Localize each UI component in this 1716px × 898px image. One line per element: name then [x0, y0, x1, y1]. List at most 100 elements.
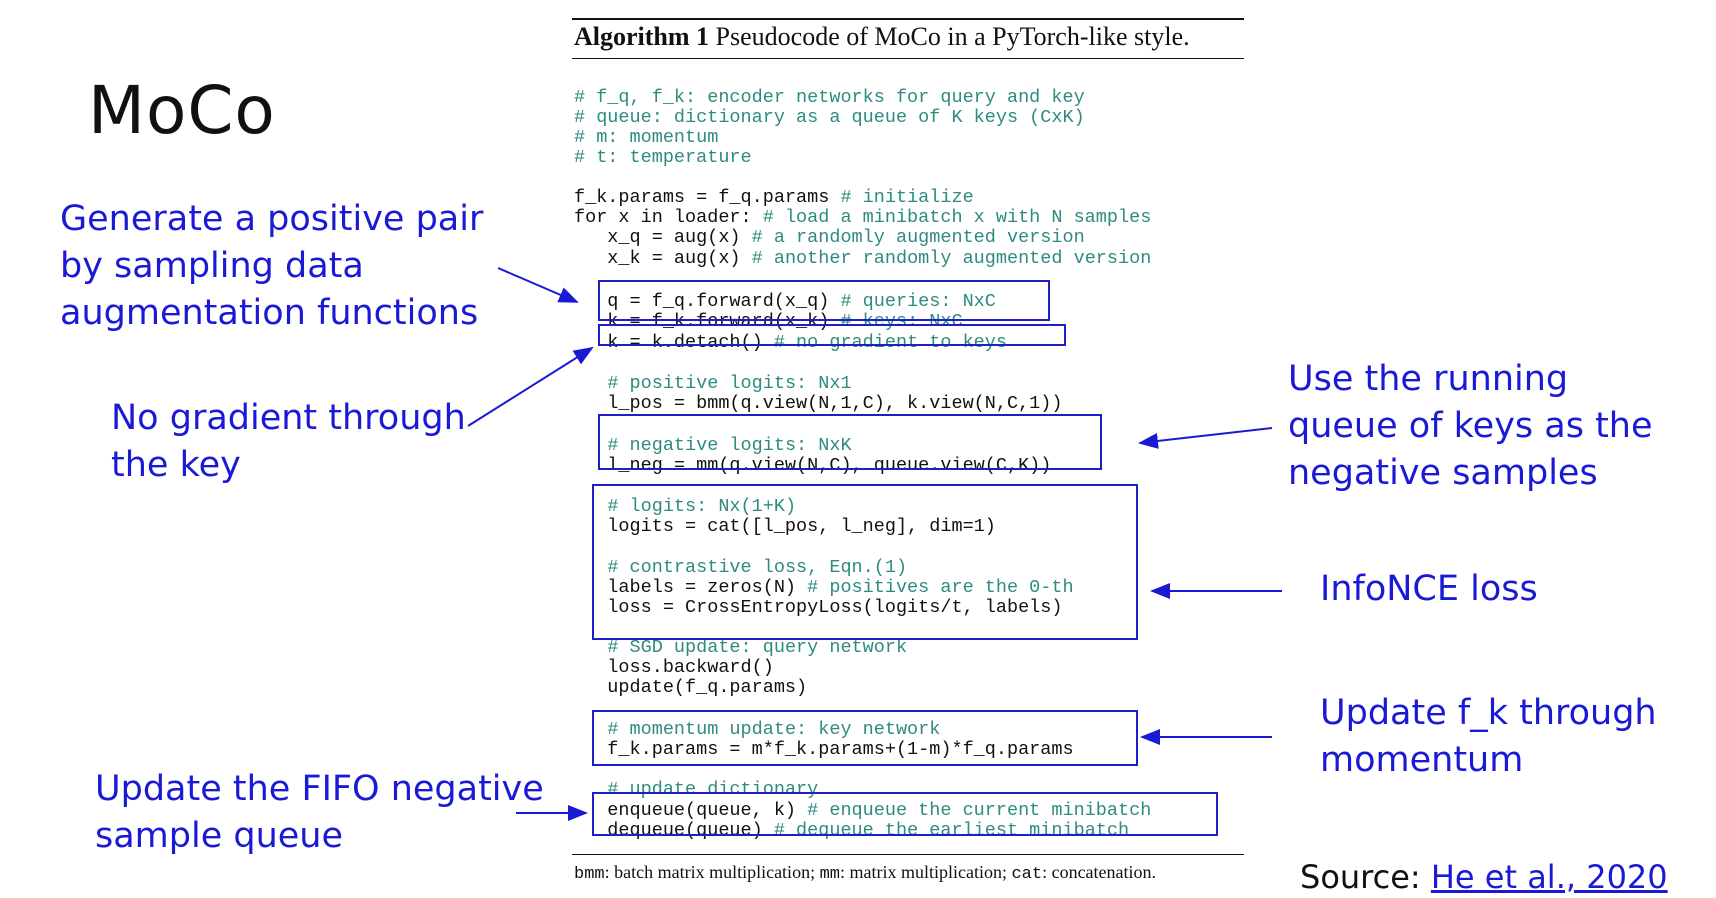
source-label: Source:	[1300, 858, 1431, 896]
footnote-bmm: bmm	[574, 865, 605, 884]
code-line: # contrastive loss, Eqn.(1)	[574, 558, 907, 578]
code-comment: # initialize	[840, 187, 974, 208]
code-line: logits = cat([l_pos, l_neg], dim=1)	[574, 517, 996, 537]
source-citation: Source: He et al., 2020	[1300, 858, 1668, 896]
code-line: # m: momentum	[574, 128, 718, 148]
code-text: for x in loader:	[574, 207, 763, 228]
header-rule	[572, 58, 1244, 59]
code-comment: # positive logits: Nx1	[607, 373, 852, 394]
annotation-fifo-queue: Update the FIFO negative sample queue	[95, 766, 544, 860]
code-line: # update dictionary	[574, 780, 818, 800]
code-comment: # positives are the 0-th	[807, 577, 1074, 598]
code-line: # logits: Nx(1+K)	[574, 497, 796, 517]
highlight-box-encoders	[598, 280, 1050, 321]
code-comment: # contrastive loss, Eqn.(1)	[607, 557, 908, 578]
annotation-momentum-update: Update f_k through momentum	[1320, 690, 1657, 784]
annotation-line: augmentation functions	[60, 293, 479, 333]
code-line: k = f_k.forward(x_k) # keys: NxC	[574, 311, 963, 332]
code-comment: # a randomly augmented version	[751, 227, 1085, 248]
annotation-line: Update the FIFO negative	[95, 769, 544, 809]
footnote-mm: mm	[819, 865, 840, 884]
code-line: # positive logits: Nx1	[574, 373, 852, 394]
code-line: # negative logits: NxK	[574, 436, 851, 456]
code-text: loss.backward()	[574, 657, 774, 678]
code-text: x_k = aug(x)	[574, 248, 752, 269]
code-text: logits = cat([l_pos, l_neg], dim=1)	[574, 516, 996, 537]
annotation-line: sample queue	[95, 816, 344, 856]
footnote-mm-desc: : matrix multiplication;	[839, 862, 1012, 882]
code-comment: # m: momentum	[574, 127, 719, 148]
code-line: update(f_q.params)	[574, 678, 807, 698]
arrow-positive-pair	[497, 267, 579, 303]
code-line: # momentum update: key network	[574, 720, 940, 740]
code-line: enqueue(queue, k) # enqueue the current …	[574, 801, 1151, 821]
code-line: f_k.params = f_q.params # initialize	[574, 188, 974, 208]
annotation-line: queue of keys as the	[1288, 406, 1653, 446]
code-line: k = k.detach() # no gradient to keys	[574, 333, 1007, 353]
top-rule	[572, 18, 1244, 20]
code-comment: # no gradient to keys	[773, 332, 1007, 353]
code-comment: # keys: NxC	[840, 311, 963, 332]
code-line: # t: temperature	[574, 148, 752, 168]
code-comment: # f_q, f_k: encoder networks for query a…	[574, 87, 1085, 108]
code-text: k = f_k.forward(x_k)	[574, 311, 841, 332]
code-comment: # logits: Nx(1+K)	[607, 496, 797, 517]
code-line: l_pos = bmm(q.view(N,1,C), k.view(N,C,1)…	[574, 394, 1062, 414]
code-comment: # queries: NxC	[840, 291, 996, 312]
footnote-cat-desc: : concatenation.	[1042, 862, 1157, 882]
code-text: l_neg = mm(q.view(N,C), queue.view(C,K))	[574, 455, 1052, 476]
footnote-bmm-desc: : batch matrix multiplication;	[604, 862, 820, 882]
code-text: l_pos = bmm(q.view(N,1,C), k.view(N,C,1)…	[574, 393, 1063, 414]
annotation-line: No gradient through	[111, 398, 466, 438]
annotation-line: Generate a positive pair	[60, 199, 484, 239]
code-line: x_q = aug(x) # a randomly augmented vers…	[574, 227, 1085, 248]
slide-title: MoCo	[88, 72, 276, 149]
code-line: # queue: dictionary as a queue of K keys…	[574, 108, 1085, 128]
annotation-line: Update f_k through	[1320, 693, 1657, 733]
algorithm-caption: Pseudocode of MoCo in a PyTorch-like sty…	[715, 22, 1190, 51]
algorithm-header: Algorithm 1 Pseudocode of MoCo in a PyTo…	[574, 22, 1190, 52]
highlight-box-momentum	[592, 710, 1138, 766]
code-line: f_k.params = m*f_k.params+(1-m)*f_q.para…	[574, 739, 1074, 760]
code-line: x_k = aug(x) # another randomly augmente…	[574, 249, 1151, 269]
code-text: f_k.params = m*f_k.params+(1-m)*f_q.para…	[574, 739, 1074, 760]
annotation-line: negative samples	[1288, 453, 1598, 493]
code-comment: # update dictionary	[607, 779, 819, 800]
code-comment: # load a minibatch x with N samples	[762, 207, 1152, 228]
algorithm-footnote: bmm: batch matrix multiplication; mm: ma…	[574, 862, 1156, 884]
code-line: for x in loader: # load a minibatch x wi…	[574, 208, 1151, 228]
arrow-no-gradient	[467, 346, 594, 427]
annotation-line: Use the running	[1288, 359, 1569, 399]
code-line: loss = CrossEntropyLoss(logits/t, labels…	[574, 598, 1062, 618]
highlight-box-negative-logits	[598, 414, 1102, 470]
code-line: loss.backward()	[574, 658, 774, 678]
code-comment: # t: temperature	[574, 147, 752, 168]
annotation-line: momentum	[1320, 740, 1524, 780]
code-text: k = k.detach()	[574, 332, 774, 353]
algorithm-label: Algorithm 1	[574, 22, 710, 51]
highlight-box-detach	[598, 324, 1066, 346]
annotation-line: the key	[111, 445, 241, 485]
code-text: x_q = aug(x)	[574, 227, 752, 248]
code-comment: # queue: dictionary as a queue of K keys…	[574, 107, 1085, 128]
annotation-line: InfoNCE loss	[1320, 569, 1538, 609]
code-comment: # SGD update: query network	[607, 637, 908, 658]
code-comment: # enqueue the current minibatch	[807, 800, 1152, 821]
annotation-no-gradient: No gradient through the key	[111, 395, 466, 489]
source-link[interactable]: He et al., 2020	[1430, 858, 1668, 896]
code-text: f_k.params = f_q.params	[574, 187, 841, 208]
code-line: labels = zeros(N) # positives are the 0-…	[574, 577, 1074, 598]
arrow-running-queue	[1138, 427, 1273, 449]
code-line: # f_q, f_k: encoder networks for query a…	[574, 88, 1085, 108]
code-line: l_neg = mm(q.view(N,C), queue.view(C,K))	[574, 456, 1051, 476]
annotation-running-queue: Use the running queue of keys as the neg…	[1288, 356, 1653, 497]
code-text: enqueue(queue, k)	[574, 800, 808, 821]
code-text: labels = zeros(N)	[574, 577, 808, 598]
bottom-rule	[572, 854, 1244, 855]
code-text: update(f_q.params)	[574, 677, 808, 698]
code-text: q = f_q.forward(x_q)	[574, 291, 841, 312]
highlight-box-loss	[592, 484, 1138, 640]
footnote-cat: cat	[1011, 865, 1043, 884]
code-line: # SGD update: query network	[574, 638, 907, 658]
